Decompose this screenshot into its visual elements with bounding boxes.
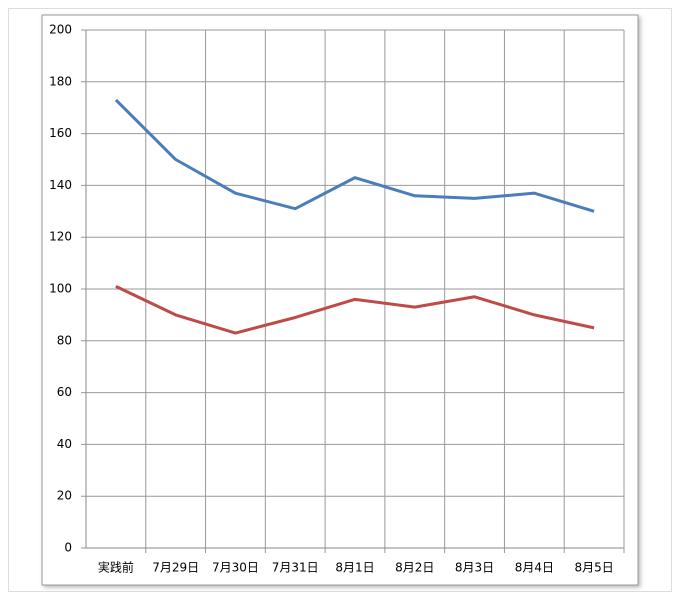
y-tick-label: 40 (57, 437, 72, 451)
x-tick-label: 実践前 (98, 560, 134, 575)
y-tick-label: 20 (57, 489, 72, 503)
series-line (115, 285, 595, 335)
x-tick-label: 8月3日 (455, 561, 494, 575)
x-tick-label: 7月31日 (272, 561, 319, 575)
y-tick-label: 100 (49, 282, 72, 296)
y-tick-label: 80 (57, 333, 72, 347)
y-tick-label: 140 (49, 178, 72, 192)
series-line (114, 98, 595, 213)
outer-frame (8, 8, 672, 592)
y-tick-label: 180 (49, 74, 72, 88)
chart-area (41, 14, 639, 586)
x-tick-label: 8月2日 (395, 561, 434, 575)
y-tick-label: 120 (49, 230, 72, 244)
y-tick-label: 60 (57, 385, 72, 399)
x-tick-label: 8月4日 (515, 561, 554, 575)
y-tick-label: 200 (49, 23, 72, 37)
x-tick-label: 8月5日 (574, 561, 613, 575)
x-tick-label: 7月30日 (212, 561, 259, 575)
x-tick-label: 8月1日 (335, 561, 374, 575)
y-tick-label: 0 (64, 541, 72, 555)
x-tick-label: 7月29日 (152, 561, 199, 575)
y-tick-label: 160 (49, 126, 72, 140)
